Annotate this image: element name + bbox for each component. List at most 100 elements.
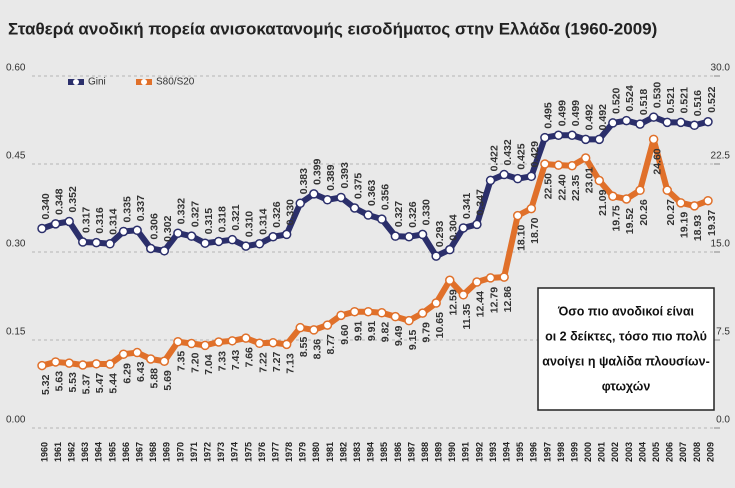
point-marker — [458, 290, 469, 300]
point-marker — [309, 189, 319, 199]
data-label: 0.341 — [461, 193, 473, 219]
data-label: 5.53 — [67, 372, 79, 393]
point-marker — [159, 356, 170, 366]
data-label: 0.363 — [366, 180, 378, 206]
point-marker — [186, 231, 197, 241]
legend-label: S80/S20 — [156, 77, 195, 88]
point-marker — [540, 132, 550, 143]
y-tick-label: 0.60 — [6, 63, 26, 74]
data-label: 8.77 — [325, 334, 337, 355]
x-tick-label: 1961 — [53, 442, 63, 462]
point-marker — [567, 130, 577, 141]
x-tick-label: 1966 — [121, 442, 131, 462]
data-label: 0.422 — [488, 145, 500, 171]
data-label: 5.63 — [53, 371, 65, 392]
data-label: 0.317 — [81, 207, 93, 233]
point-marker — [349, 203, 360, 213]
point-marker — [676, 198, 686, 208]
point-marker — [309, 325, 319, 335]
data-label: 9.15 — [407, 329, 419, 350]
data-label: 8.55 — [298, 337, 310, 358]
point-marker — [363, 210, 373, 220]
data-label: 7.43 — [230, 350, 242, 371]
point-marker — [485, 273, 496, 283]
annotation-box — [537, 287, 715, 411]
annotation-text: οι 2 δείκτες, τόσο πιο πολύ — [545, 329, 707, 343]
data-label: 0.524 — [624, 85, 636, 111]
point-marker — [132, 347, 142, 358]
data-label: 12.44 — [475, 291, 487, 317]
data-label: 6.29 — [121, 363, 133, 384]
data-label: 21.09 — [597, 189, 609, 215]
point-marker — [349, 306, 360, 317]
point-marker — [703, 117, 713, 127]
point-marker — [540, 159, 550, 169]
data-label: 0.393 — [339, 162, 351, 188]
data-label: 0.337 — [135, 195, 147, 221]
y2-tick-label: 0.0 — [716, 415, 730, 426]
data-label: 0.327 — [393, 201, 405, 227]
legend-marker — [73, 79, 79, 85]
point-marker — [553, 160, 564, 170]
data-label: 19.52 — [624, 208, 636, 234]
y-tick-label: 0.30 — [6, 239, 26, 250]
x-tick-label: 1982 — [338, 442, 348, 462]
point-marker — [404, 315, 414, 326]
point-marker — [703, 195, 713, 206]
point-marker — [295, 322, 305, 333]
x-tick-label: 1983 — [352, 442, 362, 462]
point-marker — [118, 349, 129, 359]
data-label: 0.492 — [597, 104, 609, 130]
point-marker — [213, 337, 224, 347]
point-marker — [621, 194, 632, 204]
point-marker — [662, 117, 672, 128]
point-marker — [336, 192, 346, 203]
data-label: 0.348 — [53, 188, 65, 214]
point-marker — [499, 169, 509, 180]
data-label: 0.429 — [529, 141, 541, 167]
point-marker — [268, 231, 278, 242]
data-label: 18.10 — [515, 224, 527, 250]
x-tick-label: 1979 — [298, 442, 308, 462]
x-tick-label: 1978 — [284, 442, 294, 462]
data-label: 0.330 — [420, 199, 432, 225]
point-marker — [78, 360, 88, 370]
x-tick-label: 1971 — [189, 442, 199, 462]
data-label: 23.01 — [583, 167, 595, 193]
x-tick-label: 1964 — [94, 442, 104, 462]
data-label: 0.304 — [448, 214, 460, 240]
data-label: 0.316 — [94, 207, 106, 233]
point-marker — [458, 223, 469, 233]
x-tick-label: 1986 — [393, 442, 403, 462]
point-marker — [50, 219, 61, 229]
point-marker — [200, 238, 210, 248]
data-label: 0.499 — [556, 100, 568, 126]
data-label: 9.82 — [380, 322, 392, 343]
x-tick-label: 1968 — [148, 442, 158, 462]
data-label: 18.93 — [692, 215, 704, 241]
point-marker — [105, 239, 115, 249]
data-label: 0.327 — [189, 201, 201, 227]
x-tick-label: 2004 — [637, 442, 647, 462]
point-marker — [526, 203, 537, 214]
data-label: 7.33 — [216, 351, 228, 372]
x-tick-label: 1965 — [107, 442, 117, 462]
data-label: 5.37 — [81, 374, 93, 395]
x-tick-label: 1988 — [420, 442, 430, 462]
point-marker — [512, 173, 523, 184]
point-marker — [621, 115, 632, 126]
data-label: 0.521 — [679, 87, 691, 113]
data-label: 12.86 — [502, 286, 514, 312]
point-marker — [118, 226, 129, 237]
x-tick-label: 1998 — [556, 442, 566, 462]
point-marker — [499, 272, 509, 282]
x-tick-label: 2006 — [665, 442, 675, 462]
point-marker — [159, 246, 170, 256]
data-label: 0.318 — [216, 206, 228, 232]
y2-tick-label: 30.0 — [711, 63, 731, 74]
data-label: 9.60 — [339, 324, 351, 345]
data-label: 0.326 — [407, 201, 419, 227]
x-tick-label: 1985 — [379, 442, 389, 462]
point-marker — [105, 359, 115, 369]
